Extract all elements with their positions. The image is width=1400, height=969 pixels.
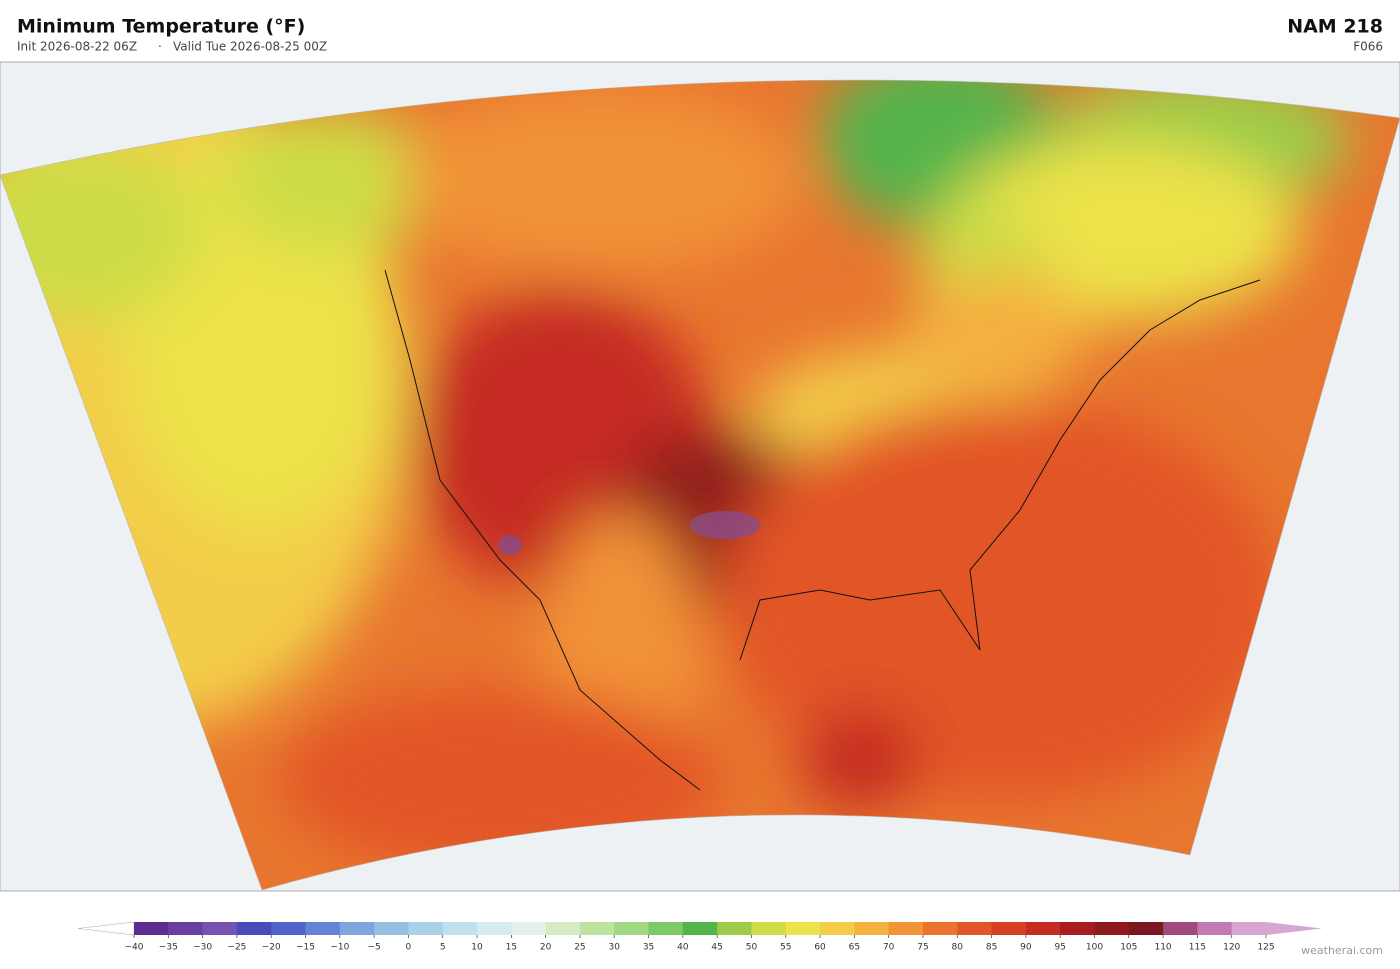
model-name: NAM 218: [1287, 16, 1383, 38]
separator: ·: [158, 40, 162, 54]
colorbar-cell: [1163, 922, 1198, 935]
colorbar-cell: [1060, 922, 1095, 935]
colorbar-tick-label: 70: [883, 943, 895, 953]
colorbar-tick-label: 90: [1020, 943, 1032, 953]
colorbar-tick-label: 45: [711, 943, 722, 953]
colorbar-tick-label: 40: [677, 943, 689, 953]
colorbar-tick-label: 0: [406, 943, 412, 953]
colorbar-cell: [305, 922, 341, 935]
colorbar-cell: [888, 922, 924, 935]
colorbar-cell: [545, 922, 581, 935]
colorbar-tick-label: 110: [1154, 943, 1171, 953]
colorbar-tick-label: 80: [952, 943, 964, 953]
colorbar-cell: [442, 922, 478, 935]
colorbar-cell: [1231, 922, 1267, 935]
colorbar-cell: [648, 922, 684, 935]
colorbar-cell: [1094, 922, 1130, 935]
colorbar-cell: [202, 922, 238, 935]
title: Minimum Temperature (°F): [17, 16, 305, 38]
colorbar-tick-label: 20: [540, 943, 552, 953]
init-time: Init 2026-08-22 06Z: [17, 40, 137, 54]
colorbar-cell: [168, 922, 204, 935]
colorbar-tick-label: 30: [609, 943, 621, 953]
colorbar-cell: [785, 922, 821, 935]
colorbar-cell: [991, 922, 1027, 935]
colorbar-cell: [579, 922, 615, 935]
colorbar-tick-label: −35: [159, 943, 178, 953]
colorbar-cell: [271, 922, 307, 935]
colorbar-cell: [614, 922, 650, 935]
colorbar-cell: [1197, 922, 1233, 935]
colorbar-tick-label: 60: [814, 943, 826, 953]
colorbar-tick-label: 65: [849, 943, 860, 953]
colorbar-tick-label: 55: [780, 943, 791, 953]
colorbar-cell: [477, 922, 512, 935]
colorbar-cell: [957, 922, 993, 935]
colorbar-tick-label: −25: [227, 943, 246, 953]
colorbar-cell: [339, 922, 375, 935]
colorbar-tick-label: 35: [643, 943, 654, 953]
colorbar-tick-label: −10: [330, 943, 349, 953]
colorbar-cell: [751, 922, 787, 935]
colorbar-tick-label: −5: [367, 943, 380, 953]
colorbar-over: [1266, 922, 1322, 935]
colorbar-cell: [717, 922, 752, 935]
colorbar-under: [77, 921, 135, 936]
map: [0, 61, 1400, 892]
colorbar-cell: [854, 922, 890, 935]
colorbar-tick-label: 85: [986, 943, 997, 953]
colorbar-tick-label: 120: [1223, 943, 1240, 953]
colorbar-tick-label: 100: [1086, 943, 1103, 953]
colorbar-cell: [408, 922, 444, 935]
valid-time: Valid Tue 2026-08-25 00Z: [173, 40, 327, 54]
colorbar-cell: [1025, 922, 1061, 935]
colorbar-cell: [820, 922, 855, 935]
colorbar-tick-label: −20: [262, 943, 281, 953]
colorbar-tick-label: 75: [917, 943, 928, 953]
colorbar-tick-label: 105: [1120, 943, 1137, 953]
colorbar-tick-label: 15: [506, 943, 517, 953]
colorbar-cell: [134, 922, 169, 935]
colorbar-tick-label: 5: [440, 943, 446, 953]
colorbar-tick-label: −30: [193, 943, 212, 953]
colorbar-cell: [922, 922, 958, 935]
colorbar-cell: [511, 922, 547, 935]
colorbar-tick-label: −40: [125, 943, 144, 953]
forecast-hour: F066: [1353, 40, 1383, 54]
colorbar-cell: [682, 922, 718, 935]
colorbar-tick-label: 10: [471, 943, 483, 953]
colorbar-tick-label: 50: [746, 943, 758, 953]
colorbar-cell: [1128, 922, 1164, 935]
colorbar-tick-label: 95: [1054, 943, 1065, 953]
colorbar-tick-label: 115: [1189, 943, 1206, 953]
colorbar-tick-label: 25: [574, 943, 585, 953]
colorbar: −40 −35 −30 −25 −20 −15 −10 −5 0 5 10 15 20 25 30 35 40 4…: [77, 921, 1322, 953]
credit: weatherai.com: [1301, 944, 1383, 957]
colorbar-tick-label: −15: [296, 943, 315, 953]
colorbar-tick-label: 125: [1257, 943, 1274, 953]
colorbar-cell: [236, 922, 272, 935]
colorbar-cell: [374, 922, 409, 935]
